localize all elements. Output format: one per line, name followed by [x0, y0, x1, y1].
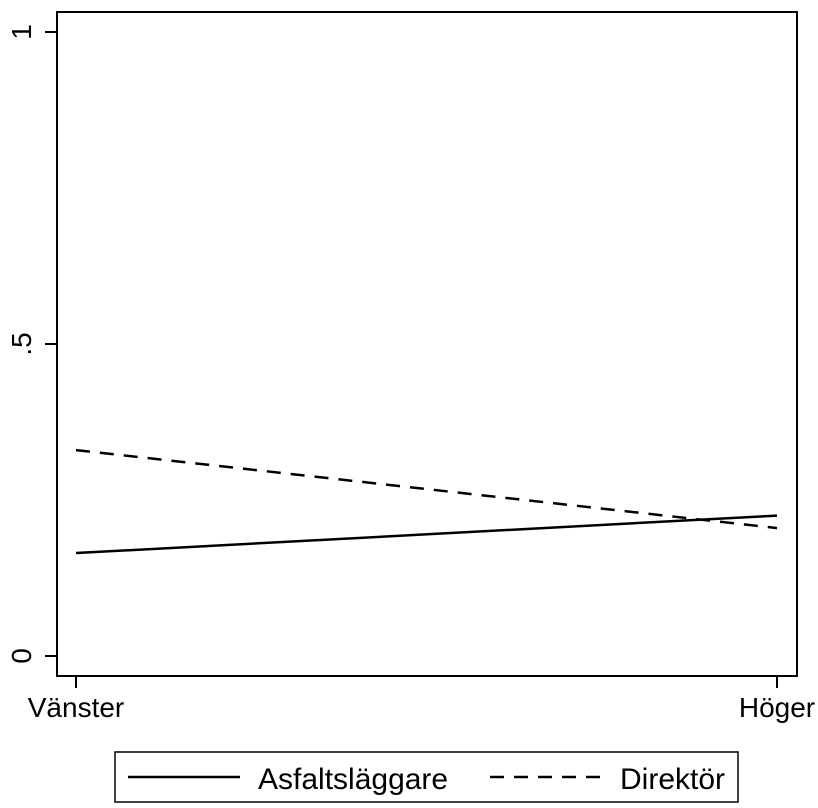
x-tick-label-0: Vänster: [28, 692, 125, 723]
plot-frame: [56, 11, 798, 677]
legend: Asfaltsläggare Direktör: [114, 751, 739, 803]
x-tick-label-1: Höger: [739, 692, 815, 723]
series-line-0: [75, 514, 778, 555]
legend-label-direktor: Direktör: [620, 763, 725, 796]
series-lines: [75, 448, 778, 555]
y-tick-label-2: 1: [6, 24, 37, 40]
series-line-1: [75, 448, 778, 530]
y-tick-label-1: .5: [6, 332, 37, 355]
y-tick-label-0: 0: [6, 648, 37, 664]
legend-label-asfaltslaggare: Asfaltsläggare: [258, 763, 448, 796]
y-axis: 0.51: [6, 24, 57, 664]
x-axis: Vänster Höger: [28, 676, 815, 723]
